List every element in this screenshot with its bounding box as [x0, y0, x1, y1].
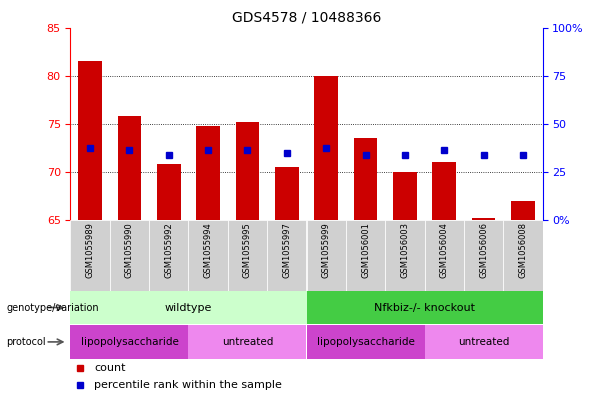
Bar: [464, 220, 503, 291]
Bar: [189, 325, 306, 359]
Text: GSM1056004: GSM1056004: [440, 222, 449, 278]
Bar: [503, 220, 543, 291]
Bar: [471, 218, 495, 220]
Text: lipopolysaccharide: lipopolysaccharide: [80, 337, 178, 347]
Bar: [70, 220, 110, 291]
Bar: [157, 164, 181, 220]
Bar: [189, 220, 228, 291]
Text: GSM1055999: GSM1055999: [322, 222, 330, 278]
Bar: [314, 75, 338, 220]
Bar: [275, 167, 299, 220]
Text: GSM1055995: GSM1055995: [243, 222, 252, 278]
Text: genotype/variation: genotype/variation: [6, 303, 99, 312]
Bar: [267, 220, 306, 291]
Bar: [306, 220, 346, 291]
Text: GSM1056006: GSM1056006: [479, 222, 488, 278]
Bar: [306, 325, 424, 359]
Text: untreated: untreated: [222, 337, 273, 347]
Bar: [196, 126, 220, 220]
Text: percentile rank within the sample: percentile rank within the sample: [94, 380, 282, 389]
Bar: [346, 220, 385, 291]
Text: GSM1056001: GSM1056001: [361, 222, 370, 278]
Bar: [110, 220, 149, 291]
Text: GSM1055997: GSM1055997: [283, 222, 291, 278]
Bar: [70, 292, 306, 323]
Bar: [70, 325, 189, 359]
Bar: [118, 116, 142, 220]
Bar: [306, 292, 543, 323]
Bar: [424, 220, 464, 291]
Bar: [385, 220, 424, 291]
Text: GSM1055994: GSM1055994: [204, 222, 213, 278]
Bar: [228, 220, 267, 291]
Text: Nfkbiz-/- knockout: Nfkbiz-/- knockout: [374, 303, 475, 312]
Bar: [78, 61, 102, 220]
Text: protocol: protocol: [6, 337, 46, 347]
Bar: [511, 201, 535, 220]
Text: lipopolysaccharide: lipopolysaccharide: [316, 337, 414, 347]
Text: GSM1055992: GSM1055992: [164, 222, 173, 278]
Bar: [432, 162, 456, 220]
Title: GDS4578 / 10488366: GDS4578 / 10488366: [232, 11, 381, 25]
Bar: [149, 220, 189, 291]
Text: GSM1056003: GSM1056003: [400, 222, 409, 278]
Text: wildtype: wildtype: [165, 303, 212, 312]
Bar: [393, 172, 417, 220]
Text: GSM1055990: GSM1055990: [125, 222, 134, 278]
Bar: [235, 122, 259, 220]
Text: untreated: untreated: [458, 337, 509, 347]
Bar: [424, 325, 543, 359]
Text: count: count: [94, 363, 126, 373]
Text: GSM1056008: GSM1056008: [519, 222, 527, 278]
Bar: [354, 138, 377, 220]
Text: GSM1055989: GSM1055989: [86, 222, 94, 278]
